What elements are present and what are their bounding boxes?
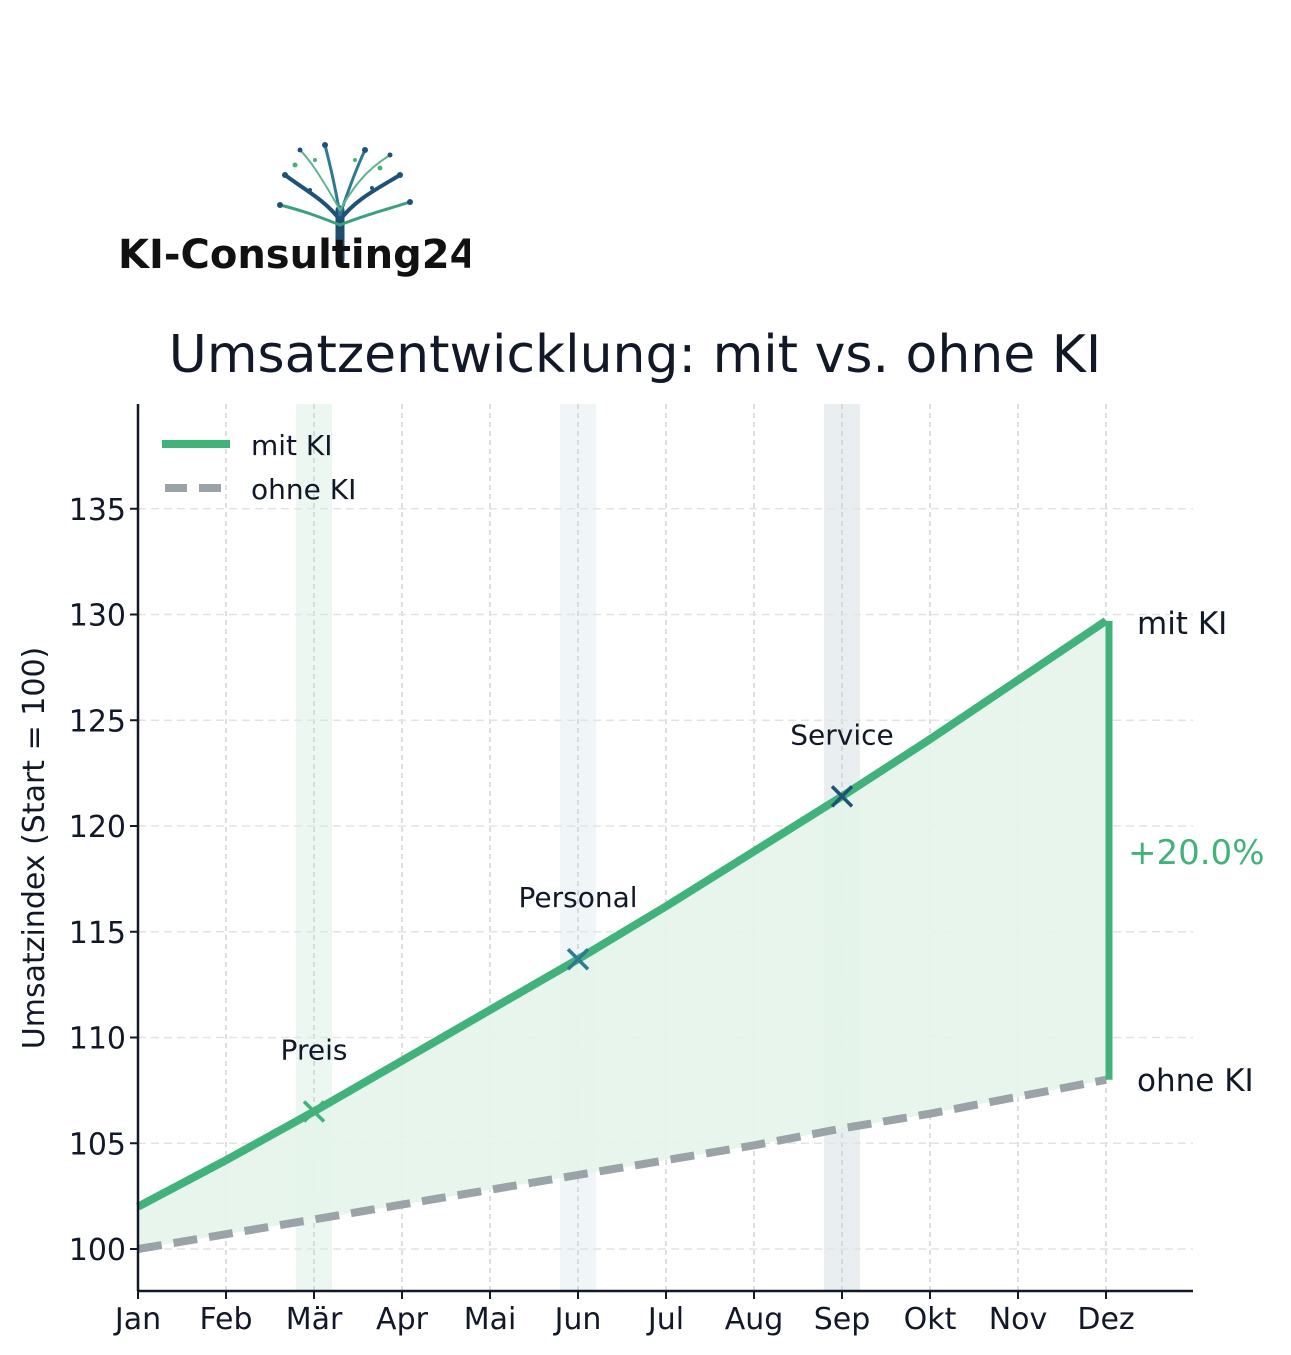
y-tick-label: 100	[69, 1233, 126, 1268]
x-tick-label: Feb	[199, 1302, 252, 1337]
marker-x-stroke	[830, 785, 854, 808]
annotation-label-service: Service	[790, 718, 893, 751]
marker-service	[830, 785, 854, 808]
x-tick-label: Mai	[464, 1302, 517, 1337]
difference-percent-label: +20.0%	[1128, 833, 1265, 873]
chart-title: Umsatzentwicklung: mit vs. ohne KI	[169, 325, 1101, 385]
y-tick-label: 125	[69, 704, 126, 739]
x-tick-label: Okt	[904, 1302, 957, 1337]
x-axis-ticks: Jan Feb Mär Apr Mai Jun Jul Aug Sep Okt Nov Dez	[113, 1291, 1135, 1337]
series-line-mit-ki	[136, 617, 1109, 1211]
y-tick-label: 130	[69, 599, 126, 634]
tree-circuit-icon	[277, 142, 413, 265]
x-tick-label: Nov	[989, 1302, 1048, 1337]
x-tick-label: Jul	[646, 1302, 684, 1337]
legend-label-ohne-ki: ohne KI	[251, 473, 356, 506]
marker-preis	[302, 1100, 326, 1123]
marker-x-stroke	[566, 948, 590, 971]
y-tick-label: 110	[69, 1022, 126, 1057]
legend-label-mit-ki: mit KI	[251, 429, 333, 462]
y-axis-ticks: 100 105 110 115 120 125 130 135	[69, 493, 138, 1268]
end-label-ohne-ki: ohne KI	[1137, 1063, 1254, 1099]
marker-x-stroke	[302, 1100, 326, 1123]
marker-personal	[566, 948, 590, 971]
y-tick-label: 135	[69, 493, 126, 528]
series-line-ohne-ki	[137, 1075, 1107, 1253]
x-tick-label: Apr	[376, 1302, 429, 1337]
x-tick-label: Jan	[113, 1302, 161, 1337]
y-tick-label: 115	[69, 916, 126, 951]
x-tick-label: Jun	[553, 1302, 602, 1337]
annotation-label-preis: Preis	[281, 1034, 348, 1067]
x-tick-label: Dez	[1077, 1302, 1134, 1337]
y-tick-label: 105	[69, 1127, 126, 1162]
legend: mit KI ohne KI	[162, 429, 356, 506]
x-tick-label: Mär	[286, 1302, 343, 1337]
company-logo: KI-Consulting24	[118, 142, 470, 278]
annotation-markers: Preis Personal Service	[281, 718, 894, 1123]
y-tick-label: 120	[69, 810, 126, 845]
y-axis-label: Umsatzindex (Start = 100)	[17, 647, 52, 1049]
end-label-mit-ki: mit KI	[1137, 606, 1227, 642]
annotation-label-personal: Personal	[518, 881, 637, 914]
x-tick-label: Aug	[725, 1302, 784, 1337]
logo-text: KI-Consulting24	[118, 232, 470, 278]
x-tick-label: Sep	[814, 1302, 871, 1337]
